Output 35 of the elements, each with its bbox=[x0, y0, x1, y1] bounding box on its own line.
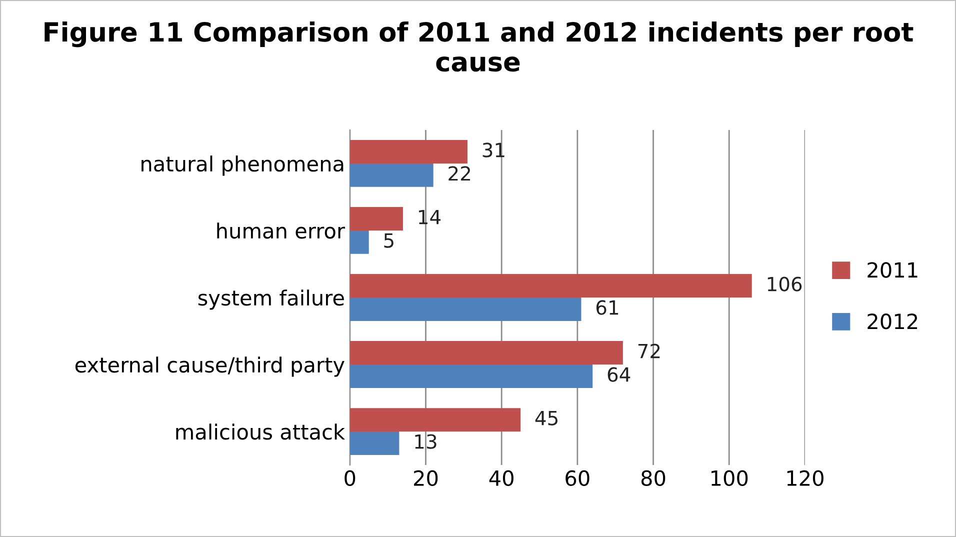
y-tick-label: human error bbox=[217, 222, 346, 239]
bar bbox=[350, 364, 593, 388]
bar bbox=[350, 274, 752, 298]
y-tick-label: external cause/third party bbox=[75, 356, 344, 377]
x-tick-label: 40 bbox=[489, 470, 514, 486]
bar bbox=[350, 408, 521, 432]
y-tick-label: system failure bbox=[198, 290, 344, 310]
data-label: 13 bbox=[415, 434, 436, 449]
bar bbox=[350, 163, 434, 187]
data-label: 22 bbox=[448, 166, 470, 181]
data-label: 31 bbox=[482, 142, 504, 158]
x-tick-label: 20 bbox=[414, 470, 438, 486]
bar bbox=[350, 432, 400, 455]
y-tick-label: natural phenomena bbox=[142, 156, 344, 176]
bar bbox=[350, 341, 623, 365]
x-tick-label: 120 bbox=[787, 470, 824, 486]
data-label: 64 bbox=[608, 367, 630, 382]
data-label: 106 bbox=[768, 276, 802, 292]
legend-label: 2011 bbox=[868, 262, 918, 278]
y-tick-label: malicious attack bbox=[176, 424, 345, 440]
chart-title: Figure 11 Comparison of 2011 and 2012 incidents per root cause bbox=[44, 21, 914, 72]
data-label: 14 bbox=[419, 210, 441, 224]
data-label: 45 bbox=[535, 410, 558, 426]
x-tick-label: 0 bbox=[344, 470, 356, 486]
legend-label: 2012 bbox=[868, 313, 918, 330]
bar bbox=[350, 207, 403, 230]
x-tick-label: 80 bbox=[641, 470, 666, 486]
data-label: 72 bbox=[638, 344, 660, 358]
x-tick-label: 100 bbox=[712, 470, 748, 486]
bar bbox=[350, 140, 468, 164]
x-tick-label: 60 bbox=[566, 470, 590, 486]
data-label: 61 bbox=[596, 300, 618, 315]
bar bbox=[350, 298, 582, 321]
data-label: 5 bbox=[384, 233, 394, 248]
bar bbox=[350, 230, 369, 254]
